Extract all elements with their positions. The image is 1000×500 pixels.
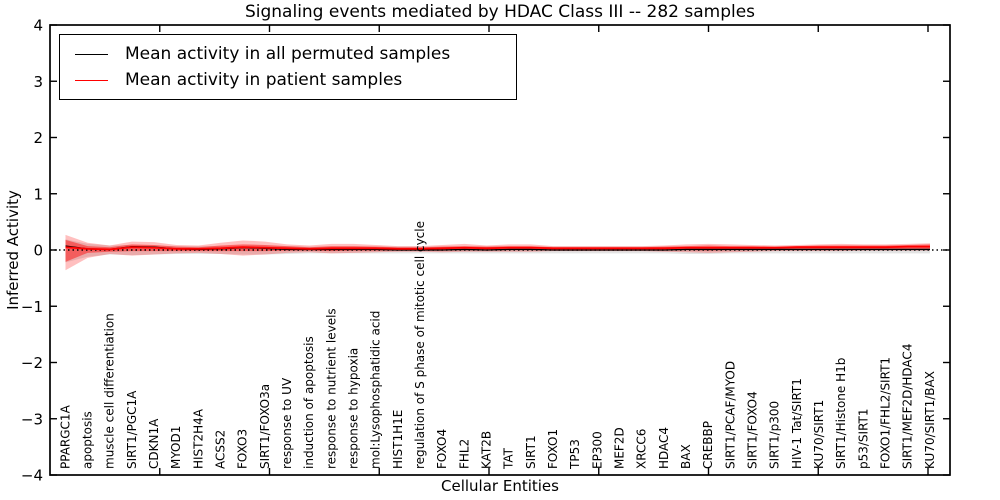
x-category-label: FOXO1 (546, 429, 560, 469)
patient-line-swatch (75, 79, 108, 81)
x-category-label: FOXO4 (435, 429, 449, 469)
y-tick-label: 3 (33, 73, 43, 91)
legend-row-patient: Mean activity in patient samples (75, 67, 516, 93)
x-category-label: KU70/SIRT1/BAX (923, 371, 937, 469)
y-tick-label: 1 (33, 185, 43, 203)
x-category-label: TP53 (568, 439, 582, 470)
x-category-label: SIRT1/MEF2D/HDAC4 (901, 344, 915, 469)
x-category-label: response to nutrient levels (324, 308, 338, 469)
permuted-line-swatch (75, 53, 108, 55)
x-category-label: SIRT1/PGC1A (125, 390, 139, 469)
x-category-label: FHL2 (457, 439, 471, 469)
x-category-label: FOXO1/FHL2/SIRT1 (879, 357, 893, 469)
legend-row-permuted: Mean activity in all permuted samples (75, 41, 516, 67)
x-category-label: p53/SIRT1 (856, 408, 870, 469)
x-category-label: response to hypoxia (347, 348, 361, 469)
patient-range-outer-band (65, 234, 930, 271)
y-tick-label: −3 (21, 410, 43, 428)
x-category-label: MYOD1 (169, 426, 183, 469)
x-category-label: SIRT1/p300 (768, 401, 782, 469)
patient-range-inner-band (65, 239, 930, 262)
x-category-label: XRCC6 (635, 429, 649, 469)
x-category-label: response to UV (280, 377, 294, 469)
x-category-label: regulation of S phase of mitotic cell cy… (413, 221, 427, 469)
x-category-label: FOXO3 (236, 429, 250, 469)
x-category-label: TAT (502, 447, 516, 470)
permuted-sample-range-band (65, 239, 930, 263)
x-category-label: ACSS2 (214, 430, 228, 469)
y-tick-label: −4 (21, 467, 43, 485)
x-axis-label: Cellular Entities (441, 477, 559, 495)
x-category-label: mol:Lysophosphatidic acid (369, 311, 383, 469)
y-tick-label: −2 (21, 354, 43, 372)
y-tick-label: −1 (21, 298, 43, 316)
x-category-label: SIRT1/FOXO3a (258, 384, 272, 469)
x-category-label: SIRT1/FOXO4 (746, 391, 760, 469)
legend-label-permuted: Mean activity in all permuted samples (125, 44, 451, 64)
x-category-label: SIRT1/Histone H1b (834, 358, 848, 469)
y-tick-label: 0 (33, 242, 43, 260)
x-category-label: BAX (679, 444, 693, 469)
x-category-label: HIV-1 Tat/SIRT1 (790, 378, 804, 469)
x-category-label: KAT2B (480, 431, 494, 469)
patient-mean-line (65, 245, 930, 251)
x-category-label: CDKN1A (147, 418, 161, 469)
x-category-label: PPARGC1A (58, 404, 72, 469)
legend-label-patient: Mean activity in patient samples (125, 70, 403, 90)
y-tick-label: 2 (33, 129, 43, 147)
x-category-label: SIRT1/PCAF/MYOD (723, 361, 737, 469)
x-category-label: SIRT1 (524, 435, 538, 469)
legend: Mean activity in all permuted samples Me… (59, 34, 517, 100)
x-category-label: HDAC4 (657, 427, 671, 469)
chart-title: Signaling events mediated by HDAC Class … (244, 2, 756, 22)
x-category-label: HIST1H1E (391, 410, 405, 469)
y-tick-label: 4 (33, 17, 43, 35)
x-category-label: muscle cell differentiation (103, 313, 117, 469)
x-category-label: MEF2D (613, 427, 627, 469)
x-category-label: EP300 (590, 431, 604, 469)
x-category-label: HIST2H4A (191, 408, 205, 469)
x-category-label: induction of apoptosis (302, 336, 316, 469)
x-category-label: apoptosis (81, 411, 95, 469)
x-category-label: KU70/SIRT1 (812, 400, 826, 469)
x-category-label: CREBBP (701, 421, 715, 469)
